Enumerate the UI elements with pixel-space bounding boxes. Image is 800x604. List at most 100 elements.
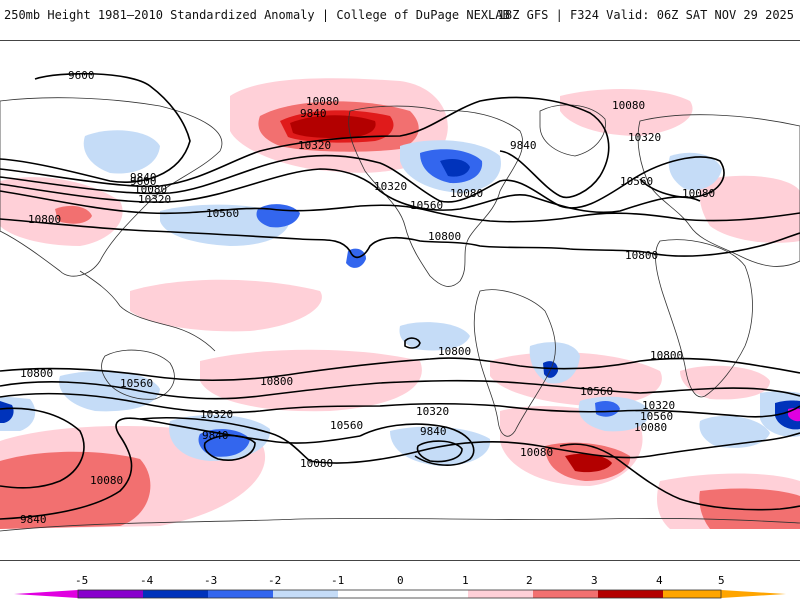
contour-label: 10080 bbox=[306, 95, 339, 108]
colorbar-outline bbox=[77, 589, 722, 599]
map-svg: 9600 9840 10080 10320 10560 10800 9840 1… bbox=[0, 69, 800, 532]
anomaly-neg3-far-w bbox=[0, 401, 14, 423]
colorbar-bin bbox=[533, 590, 598, 598]
contour-label: 10080 bbox=[134, 183, 167, 196]
coast-australia bbox=[101, 349, 175, 400]
contour-label: 10320 bbox=[628, 131, 661, 144]
contour-label: 10080 bbox=[612, 99, 645, 112]
colorbar-tick-label: -5 bbox=[75, 574, 88, 587]
coast-south-america bbox=[473, 289, 556, 437]
contour-label: 10320 bbox=[298, 139, 331, 152]
contour-label: 9840 bbox=[130, 171, 157, 184]
colorbar-tick-label: -4 bbox=[140, 574, 154, 587]
contour-10800-north bbox=[0, 218, 800, 259]
anomaly-neg1-europe bbox=[668, 152, 722, 191]
contour-label: 10080 bbox=[520, 446, 553, 459]
anomaly-neg3-far-e bbox=[775, 400, 800, 430]
contour-10560-south bbox=[0, 379, 800, 400]
colorbar-tick-label: -3 bbox=[204, 574, 217, 587]
coast-se-asia bbox=[79, 270, 216, 352]
contour-label: 10560 bbox=[206, 207, 239, 220]
contour-label: 10080 bbox=[450, 187, 483, 200]
anomaly-pos2-asia bbox=[55, 205, 92, 224]
contour-10800-south bbox=[0, 357, 800, 382]
anomaly-pos1-tropics-pac bbox=[130, 279, 322, 332]
anomaly-pos2-se-ocean bbox=[699, 488, 800, 529]
contour-loop-s bbox=[416, 440, 463, 463]
anomaly-neg2-hawaii bbox=[346, 248, 366, 268]
coast-asia-w bbox=[0, 97, 223, 277]
contour-10320-north bbox=[0, 168, 701, 214]
contour-label: 9840 bbox=[20, 513, 47, 526]
contour-label: 10800 bbox=[20, 367, 53, 380]
coast-antarctica bbox=[0, 518, 800, 532]
anomaly-neg1-siberia bbox=[83, 130, 160, 174]
contour-9840-south-w bbox=[0, 417, 361, 520]
contour-label: 10800 bbox=[428, 230, 461, 243]
contour-label: 10320 bbox=[642, 399, 675, 412]
contour-label: 9600 bbox=[130, 175, 157, 188]
colorbar-tick-label: 1 bbox=[462, 574, 469, 587]
colorbar-tick-label: 4 bbox=[656, 574, 663, 587]
anomaly-neg1-e-indian bbox=[699, 415, 770, 448]
contour-loop-c-pac bbox=[404, 337, 421, 349]
contour-9840-north bbox=[0, 96, 610, 198]
contour-label: 10800 bbox=[260, 375, 293, 388]
colorbar-tick-label: -1 bbox=[331, 574, 344, 587]
positive-anomalies bbox=[0, 78, 800, 529]
colorbar-bin bbox=[208, 590, 273, 598]
contour-label: 10080 bbox=[682, 187, 715, 200]
contour-label: 9840 bbox=[420, 425, 447, 438]
map-panel: 9600 9840 10080 10320 10560 10800 9840 1… bbox=[0, 40, 800, 561]
contour-label: 10560 bbox=[580, 385, 613, 398]
anomaly-pos4-alaska bbox=[290, 115, 376, 138]
anomaly-neg2-s-atl bbox=[595, 401, 620, 417]
run-info: 18Z GFS | F324 Valid: 06Z SAT NOV 29 202… bbox=[497, 8, 794, 22]
contour-9600-north bbox=[0, 72, 191, 183]
anomaly-neg1-c-pacific bbox=[399, 322, 470, 351]
anomaly-pos1-europe bbox=[699, 175, 800, 243]
contour-10320-south bbox=[0, 392, 800, 418]
contour-label: 10560 bbox=[640, 410, 673, 423]
contour-loop-sw bbox=[203, 434, 256, 461]
colorbar-svg: -5 -4 -3 -2 -1 0 1 2 3 4 5 bbox=[14, 574, 786, 599]
colorbar-bin bbox=[273, 590, 338, 598]
colorbar-bin bbox=[598, 590, 663, 598]
contour-9840-south-e bbox=[559, 443, 800, 511]
anomaly-pos1-s-africa bbox=[680, 365, 770, 400]
contour-label: 10800 bbox=[438, 345, 471, 358]
header: 250mb Height 1981–2010 Standardized Anom… bbox=[0, 0, 800, 40]
height-contours bbox=[0, 72, 800, 520]
colorbar-arrow-right bbox=[721, 590, 786, 598]
colorbar-tick-label: -2 bbox=[268, 574, 281, 587]
contour-label: 10800 bbox=[625, 249, 658, 262]
colorbar-bin bbox=[468, 590, 533, 598]
colorbar-bin bbox=[663, 590, 721, 598]
contour-10080-north bbox=[0, 154, 725, 209]
colorbar-bin bbox=[143, 590, 208, 598]
colorbar-tick-label: 2 bbox=[526, 574, 533, 587]
colorbar-tick-label: 5 bbox=[718, 574, 725, 587]
contour-label: 10320 bbox=[374, 180, 407, 193]
anomaly-pos2-south-w bbox=[0, 451, 151, 529]
contour-labels: 9600 9840 10080 10320 10560 10800 9840 1… bbox=[20, 69, 715, 526]
colorbar-tick-label: 0 bbox=[397, 574, 404, 587]
contour-label: 10560 bbox=[120, 377, 153, 390]
contour-label: 10320 bbox=[200, 408, 233, 421]
contour-label: 10800 bbox=[650, 349, 683, 362]
contour-label: 10800 bbox=[28, 213, 61, 226]
contour-10080-south bbox=[0, 407, 85, 489]
colorbar-bin bbox=[338, 590, 403, 598]
contour-label: 10560 bbox=[620, 175, 653, 188]
map-title: 250mb Height 1981–2010 Standardized Anom… bbox=[4, 8, 510, 22]
colorbar-arrow-left bbox=[14, 590, 78, 598]
colorbar-tick-label: 3 bbox=[591, 574, 598, 587]
contour-10560-north bbox=[0, 190, 800, 223]
anomaly-pos4-drake bbox=[565, 453, 612, 473]
contour-label: 9840 bbox=[202, 429, 229, 442]
contour-label: 10080 bbox=[90, 474, 123, 487]
contour-label: 10560 bbox=[410, 199, 443, 212]
contour-10080-south-c bbox=[139, 417, 800, 464]
contour-label: 10320 bbox=[138, 193, 171, 206]
contour-label: 9840 bbox=[300, 107, 327, 120]
